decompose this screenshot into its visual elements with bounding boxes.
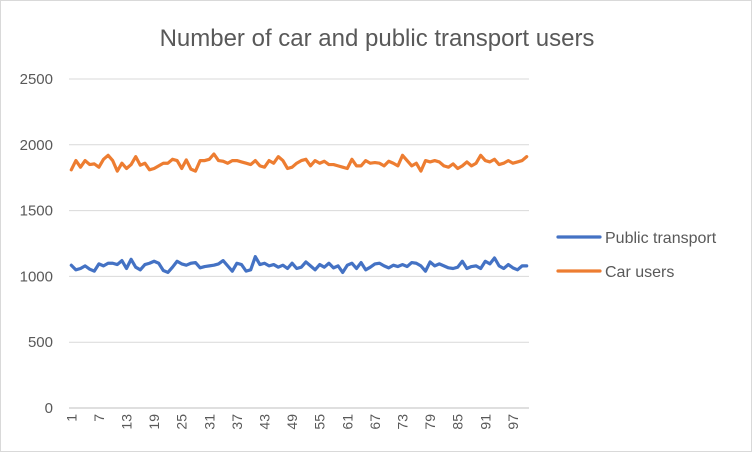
x-tick-label: 61 (339, 414, 355, 430)
x-tick-label: 19 (146, 414, 162, 430)
series-line-public-transport (69, 255, 529, 275)
x-tick-label: 7 (91, 414, 107, 422)
y-tick-label: 2000 (20, 137, 53, 154)
chart-title: Number of car and public transport users (160, 25, 595, 52)
series-line-car-users (69, 152, 529, 173)
y-tick-label: 2500 (20, 71, 53, 88)
y-axis-ticks: 0 500 1000 1500 2000 2500 (20, 71, 53, 417)
x-tick-label: 1 (63, 414, 79, 422)
legend-label: Car users (605, 264, 674, 281)
x-tick-label: 49 (284, 414, 300, 430)
x-tick-label: 37 (229, 414, 245, 430)
y-tick-label: 500 (28, 334, 53, 351)
x-tick-label: 85 (450, 414, 466, 430)
gridlines (69, 78, 529, 343)
y-tick-label: 1000 (20, 268, 53, 285)
series-lines (69, 152, 529, 275)
x-axis-ticks: 1 7 13 19 25 31 37 43 49 55 61 67 73 79 85 91 97 (63, 414, 521, 430)
x-tick-label: 31 (201, 414, 217, 430)
x-tick-label: 43 (257, 414, 273, 430)
x-tick-label: 67 (367, 414, 383, 430)
x-tick-label: 79 (422, 414, 438, 430)
x-tick-label: 91 (477, 414, 493, 430)
y-tick-label: 1500 (20, 203, 53, 220)
x-tick-label: 73 (395, 414, 411, 430)
x-tick-label: 97 (505, 414, 521, 430)
x-tick-label: 25 (174, 414, 190, 430)
legend-label: Public transport (605, 230, 717, 247)
legend: Public transport Car users (556, 230, 717, 281)
y-tick-label: 0 (45, 400, 53, 417)
x-tick-label: 55 (312, 414, 328, 430)
x-tick-label: 13 (119, 414, 135, 430)
